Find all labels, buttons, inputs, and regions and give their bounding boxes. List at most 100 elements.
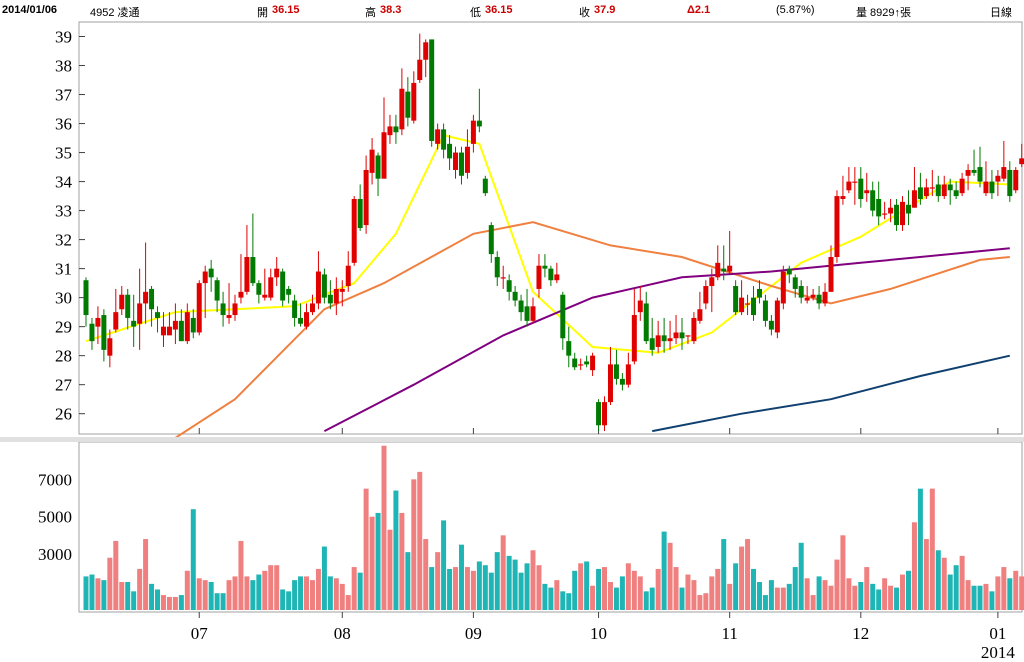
candle-up — [911, 190, 917, 208]
volume-bar — [363, 488, 369, 610]
candle-up — [715, 262, 721, 278]
volume-bar — [172, 596, 178, 610]
volume-bar — [685, 574, 691, 610]
candle-up — [172, 320, 178, 330]
volume-bar — [208, 582, 214, 610]
volume-bar — [315, 568, 321, 610]
candle-up — [232, 303, 238, 316]
candle-up — [1019, 158, 1024, 165]
candle-up — [137, 303, 143, 324]
candle-down — [613, 364, 619, 379]
candle-down — [321, 274, 327, 298]
volume-bar — [256, 574, 262, 610]
volume-bar — [119, 582, 125, 610]
candle-down — [971, 169, 977, 173]
candle-up — [196, 283, 202, 333]
volume-bar — [160, 595, 166, 610]
volume-bar — [125, 582, 131, 610]
volume-bar — [649, 587, 655, 610]
volume-bar — [476, 561, 482, 610]
candle-up — [739, 297, 745, 313]
volume-label: 量 8929↑張 — [856, 7, 912, 19]
candle-down — [649, 338, 655, 350]
candle-down — [488, 225, 494, 255]
volume-bar — [345, 595, 351, 610]
candle-up — [530, 306, 536, 321]
candle-down — [542, 265, 548, 269]
candle-up — [685, 335, 691, 337]
volume-bar — [83, 576, 89, 610]
volume-bar — [554, 580, 560, 610]
x-tick-label: 11 — [721, 624, 737, 643]
candle-up — [578, 364, 584, 366]
change-value: Δ2.1 — [687, 4, 711, 16]
candle-up — [262, 294, 268, 298]
price-y-tick-label: 27 — [55, 376, 73, 395]
candle-down — [876, 198, 882, 217]
volume-bar — [292, 580, 298, 610]
moving-average-line — [173, 221, 1010, 438]
price-y-tick-label: 26 — [55, 405, 72, 424]
volume-bar — [518, 572, 524, 610]
candle-up — [464, 146, 470, 173]
volume-bar — [405, 552, 411, 610]
candle-up — [387, 126, 393, 136]
volume-bar — [715, 568, 721, 610]
price-y-tick-label: 38 — [55, 57, 72, 76]
volume-bar — [101, 580, 107, 610]
volume-bar — [834, 559, 840, 610]
candle-down — [458, 152, 464, 176]
candle-down — [751, 297, 757, 316]
candle-down — [643, 303, 649, 342]
volume-bar — [393, 490, 399, 610]
candle-up — [143, 291, 149, 304]
volume-bar — [798, 542, 804, 610]
candle-down — [768, 320, 774, 330]
close-label: 收 — [579, 7, 590, 19]
volume-bar — [137, 568, 143, 610]
volume-bar — [858, 582, 864, 610]
volume-bar — [512, 559, 518, 610]
candle-up — [244, 257, 250, 292]
candle-up — [274, 268, 280, 278]
low-value: 36.15 — [485, 4, 513, 16]
period-label: 日線 — [990, 7, 1012, 19]
candle-up — [602, 402, 608, 426]
candle-up — [184, 312, 190, 342]
volume-bar — [870, 583, 876, 610]
volume-bar — [959, 555, 965, 610]
volume-bar — [673, 567, 679, 610]
change-percent: (5.87%) — [776, 4, 815, 16]
candle-up — [631, 315, 637, 362]
volume-bar — [309, 580, 315, 610]
volume-bar — [429, 567, 435, 610]
volume-bar — [458, 544, 464, 610]
candle-down — [560, 294, 566, 339]
price-y-tick-label: 36 — [55, 115, 72, 134]
candle-down — [286, 288, 292, 295]
volume-bar — [268, 565, 274, 610]
volume-bar — [280, 589, 286, 610]
candle-down — [83, 280, 89, 316]
candle-up — [470, 120, 476, 144]
candle-up — [727, 265, 733, 272]
price-y-axis: 26 27 28 29 30 31 32 33 34 35 36 37 38 39 — [55, 28, 85, 424]
candle-up — [1013, 169, 1019, 191]
volume-bar — [304, 576, 310, 610]
candle-up — [697, 309, 703, 321]
volume-bar — [226, 580, 232, 610]
candle-up — [399, 88, 405, 130]
volume-bar — [202, 580, 208, 610]
candle-down — [256, 283, 262, 295]
volume-bar — [786, 583, 792, 610]
candle-down — [619, 378, 625, 385]
candle-down — [792, 277, 798, 289]
candle-down — [441, 129, 447, 150]
candle-down — [298, 317, 304, 324]
volume-bar — [423, 539, 429, 610]
open-value: 36.15 — [272, 4, 300, 16]
candle-up — [840, 196, 846, 199]
candle-down — [947, 184, 953, 191]
candle-down — [327, 294, 333, 304]
volume-bar — [500, 535, 506, 610]
